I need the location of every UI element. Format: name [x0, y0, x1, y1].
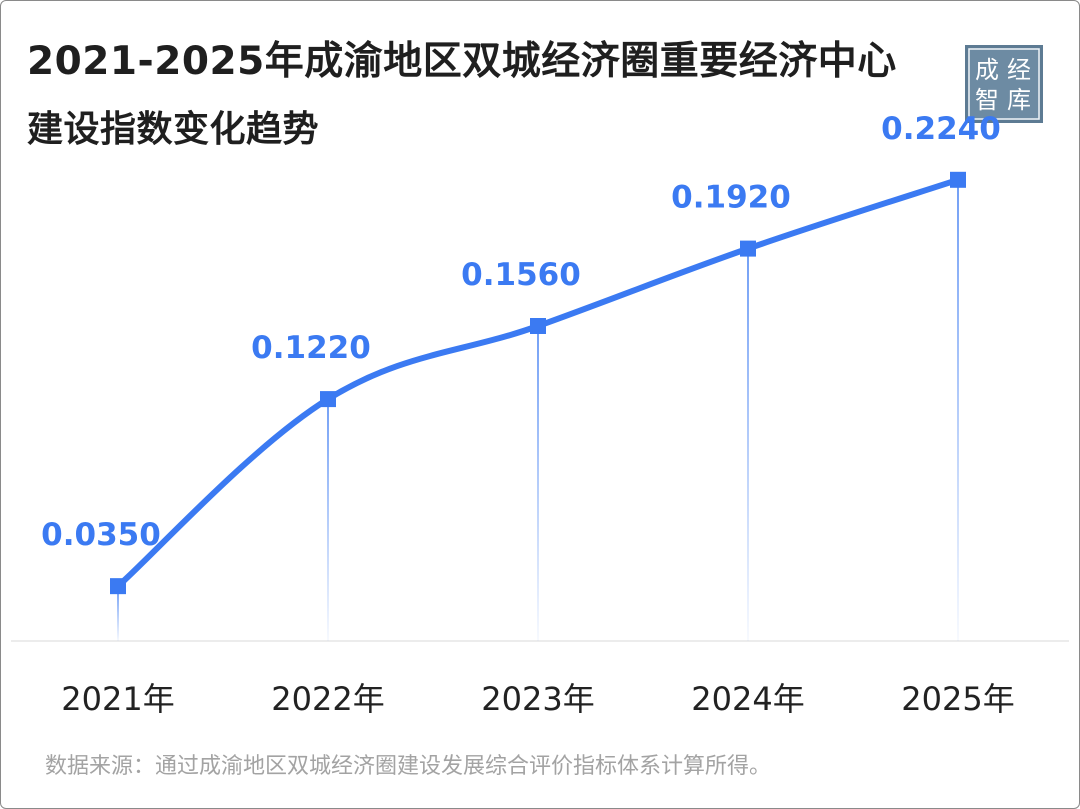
data-label-5: 0.2240 — [881, 111, 1001, 147]
data-label-4: 0.1920 — [671, 180, 791, 216]
x-tick-label-3: 2023年 — [481, 680, 594, 718]
x-tick-label-4: 2024年 — [691, 680, 804, 718]
logo-char-2: 经 — [1007, 56, 1031, 84]
x-tick-label-1: 2021年 — [61, 680, 174, 718]
source-note: 数据来源：通过成渝地区双城经济圈建设发展综合评价指标体系计算所得。 — [45, 754, 772, 779]
data-point-2 — [320, 391, 336, 408]
data-label-1: 0.0350 — [41, 517, 161, 553]
data-label-3: 0.1560 — [461, 257, 581, 293]
data-point-5 — [950, 171, 966, 188]
data-point-4 — [740, 240, 756, 257]
data-point-3 — [530, 318, 546, 334]
chart-title-line1: 2021-2025年成渝地区双城经济圈重要经济中心 — [27, 39, 897, 84]
brand-seal-logo: 成 经 智 库 — [965, 45, 1043, 123]
x-tick-label-5: 2025年 — [901, 680, 1014, 718]
data-point-1 — [110, 578, 126, 595]
logo-char-4: 库 — [1007, 86, 1031, 114]
logo-char-3: 智 — [975, 86, 999, 114]
logo-char-1: 成 — [975, 56, 999, 84]
x-tick-label-2: 2022年 — [271, 680, 384, 718]
chart-title-line2: 建设指数变化趋势 — [27, 109, 320, 150]
data-label-2: 0.1220 — [251, 330, 371, 366]
